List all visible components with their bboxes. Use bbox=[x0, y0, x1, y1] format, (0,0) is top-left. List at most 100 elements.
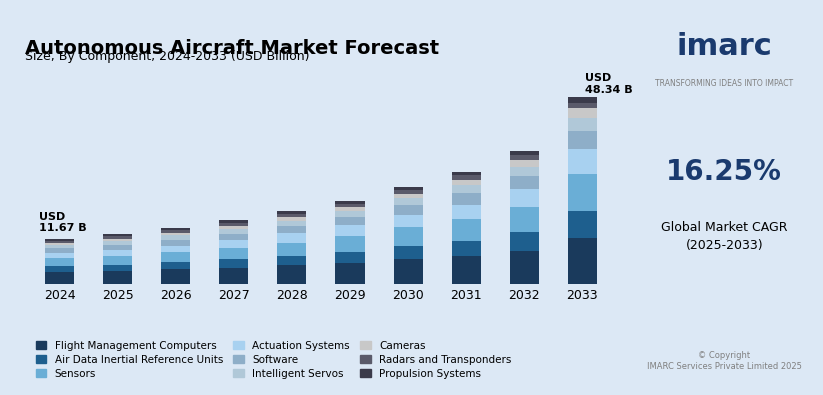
Bar bbox=[452, 180, 481, 185]
Bar bbox=[336, 252, 365, 263]
Bar bbox=[336, 225, 365, 236]
Bar bbox=[568, 97, 597, 103]
Bar bbox=[393, 194, 423, 198]
Bar bbox=[336, 217, 365, 225]
Bar bbox=[103, 239, 133, 241]
Bar bbox=[219, 220, 249, 223]
Text: imarc: imarc bbox=[677, 32, 772, 60]
Bar bbox=[277, 233, 306, 243]
Bar bbox=[277, 265, 306, 284]
Bar bbox=[45, 253, 74, 258]
Bar bbox=[509, 207, 539, 232]
Bar bbox=[219, 240, 249, 248]
Bar bbox=[568, 174, 597, 211]
Bar bbox=[509, 232, 539, 251]
Text: USD
48.34 B: USD 48.34 B bbox=[585, 73, 633, 95]
Bar bbox=[219, 229, 249, 234]
Bar bbox=[219, 248, 249, 260]
Bar bbox=[277, 217, 306, 221]
Bar bbox=[103, 241, 133, 245]
Bar bbox=[393, 214, 423, 227]
Bar bbox=[103, 250, 133, 256]
Bar bbox=[568, 237, 597, 284]
Bar bbox=[509, 160, 539, 167]
Bar bbox=[103, 256, 133, 265]
Bar bbox=[277, 214, 306, 217]
Bar bbox=[509, 150, 539, 154]
Text: Autonomous Aircraft Market Forecast: Autonomous Aircraft Market Forecast bbox=[25, 40, 439, 58]
Bar bbox=[161, 228, 190, 230]
Bar bbox=[336, 201, 365, 203]
Text: 16.25%: 16.25% bbox=[667, 158, 782, 186]
Bar bbox=[161, 269, 190, 284]
Bar bbox=[393, 227, 423, 246]
Bar bbox=[336, 207, 365, 211]
Text: Global Market CAGR
(2025-2033): Global Market CAGR (2025-2033) bbox=[661, 221, 788, 252]
Bar bbox=[277, 243, 306, 256]
Bar bbox=[161, 262, 190, 269]
Bar bbox=[103, 271, 133, 284]
Bar bbox=[161, 233, 190, 235]
Bar bbox=[568, 103, 597, 108]
Bar bbox=[45, 266, 74, 272]
Bar bbox=[103, 234, 133, 236]
Bar bbox=[219, 226, 249, 229]
Bar bbox=[219, 223, 249, 226]
Bar bbox=[336, 211, 365, 217]
Bar bbox=[277, 221, 306, 226]
Bar bbox=[452, 193, 481, 205]
Bar bbox=[45, 248, 74, 253]
Bar bbox=[452, 172, 481, 175]
Bar bbox=[452, 256, 481, 284]
Bar bbox=[219, 268, 249, 284]
Bar bbox=[219, 260, 249, 268]
Legend: Flight Management Computers, Air Data Inertial Reference Units, Sensors, Actuati: Flight Management Computers, Air Data In… bbox=[31, 337, 515, 383]
Bar bbox=[45, 239, 74, 241]
Bar bbox=[277, 256, 306, 265]
Bar bbox=[45, 258, 74, 266]
Bar bbox=[509, 176, 539, 190]
Bar bbox=[161, 252, 190, 262]
Bar bbox=[103, 265, 133, 271]
Bar bbox=[277, 226, 306, 233]
Bar bbox=[103, 236, 133, 239]
Bar bbox=[393, 198, 423, 205]
Bar bbox=[452, 219, 481, 241]
Bar bbox=[393, 246, 423, 259]
Bar bbox=[161, 240, 190, 246]
Bar bbox=[45, 243, 74, 245]
Bar bbox=[452, 205, 481, 219]
Bar bbox=[568, 149, 597, 174]
Text: TRANSFORMING IDEAS INTO IMPACT: TRANSFORMING IDEAS INTO IMPACT bbox=[655, 79, 793, 88]
Bar bbox=[509, 167, 539, 176]
Bar bbox=[452, 185, 481, 193]
Bar bbox=[277, 211, 306, 214]
Bar bbox=[161, 246, 190, 252]
Bar bbox=[219, 234, 249, 240]
Bar bbox=[336, 263, 365, 284]
Bar bbox=[161, 235, 190, 240]
Bar bbox=[568, 108, 597, 118]
Bar bbox=[161, 230, 190, 233]
Bar bbox=[509, 154, 539, 160]
Bar bbox=[45, 245, 74, 248]
Bar bbox=[103, 245, 133, 250]
Bar bbox=[509, 251, 539, 284]
Bar bbox=[336, 203, 365, 207]
Bar bbox=[568, 131, 597, 149]
Text: © Copyright
IMARC Services Private Limited 2025: © Copyright IMARC Services Private Limit… bbox=[647, 350, 802, 371]
Bar bbox=[393, 190, 423, 194]
Bar bbox=[45, 272, 74, 284]
Bar bbox=[568, 211, 597, 237]
Bar bbox=[336, 236, 365, 252]
Text: USD
11.67 B: USD 11.67 B bbox=[40, 212, 87, 233]
Text: Size, By Component, 2024-2033 (USD Billion): Size, By Component, 2024-2033 (USD Billi… bbox=[25, 49, 309, 62]
Bar bbox=[568, 118, 597, 131]
Bar bbox=[509, 190, 539, 207]
Bar bbox=[393, 188, 423, 190]
Bar bbox=[452, 175, 481, 180]
Bar bbox=[452, 241, 481, 256]
Bar bbox=[45, 241, 74, 243]
Bar bbox=[393, 259, 423, 284]
Bar bbox=[393, 205, 423, 214]
